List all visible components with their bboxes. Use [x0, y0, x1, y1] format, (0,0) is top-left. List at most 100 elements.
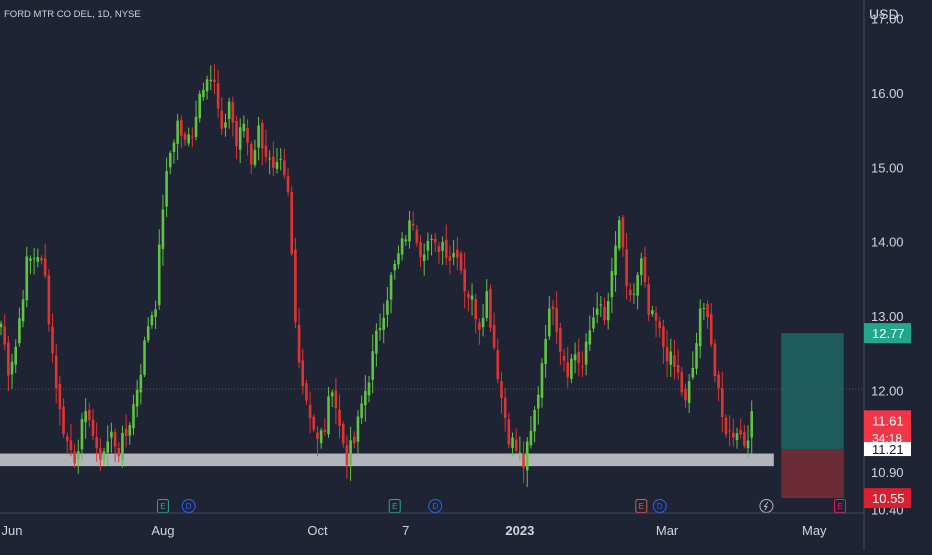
candle [474, 293, 478, 334]
candle [102, 447, 106, 465]
candle [316, 425, 319, 456]
candle [599, 296, 603, 318]
candle [680, 366, 684, 397]
candle [334, 378, 338, 425]
candle [621, 214, 625, 257]
candle [279, 148, 282, 171]
candle [51, 313, 54, 363]
candle [187, 127, 190, 147]
candle [706, 300, 709, 329]
earnings-event-icon[interactable]: E [834, 499, 847, 513]
candle [485, 278, 489, 322]
candle [540, 358, 544, 408]
candle [419, 235, 422, 267]
split-event-icon[interactable] [759, 499, 774, 513]
position-target-zone[interactable] [781, 333, 844, 450]
candle [257, 116, 260, 161]
candle [433, 232, 437, 252]
candle [73, 444, 76, 469]
y-tick-label: 10.90 [871, 465, 904, 480]
candle [183, 131, 187, 146]
candle [441, 236, 444, 265]
candle [161, 194, 165, 267]
candle [614, 231, 617, 292]
candle [124, 414, 128, 448]
candle [389, 271, 393, 314]
candle [478, 318, 481, 345]
candle [525, 437, 529, 488]
bar-countdown: 34:18 [872, 431, 902, 445]
svg-text:E: E [392, 502, 397, 511]
last-price-badge: 11.61 34:18 [864, 410, 911, 448]
candle [640, 252, 643, 286]
candle [202, 82, 205, 101]
candle [662, 319, 665, 364]
candle [168, 150, 172, 175]
candle [216, 70, 220, 118]
candle [393, 259, 397, 280]
candle [319, 427, 323, 449]
candle [76, 439, 80, 474]
candle [312, 414, 316, 433]
candle [301, 348, 305, 395]
candle [492, 312, 496, 350]
candle [456, 236, 459, 271]
candle [452, 240, 455, 266]
candle [88, 402, 91, 428]
candle [603, 297, 606, 326]
candle [205, 75, 209, 100]
candle [242, 115, 246, 138]
candle [32, 247, 36, 275]
x-tick-label: Mar [656, 523, 679, 538]
earnings-event-icon[interactable]: E [635, 499, 648, 513]
candle [275, 147, 279, 174]
svg-text:11.21: 11.21 [872, 442, 904, 457]
candle [658, 316, 662, 338]
x-tick-label: 2023 [505, 523, 534, 538]
candle [25, 246, 29, 308]
candle [673, 340, 676, 380]
candle [555, 291, 558, 345]
dividend-event-icon[interactable]: D [652, 499, 667, 513]
candle [404, 234, 408, 246]
candle [47, 269, 51, 332]
target-price-badge: 12.77 [864, 323, 911, 344]
candle [172, 139, 176, 164]
candle [691, 351, 695, 380]
candle [360, 395, 363, 424]
candle [533, 405, 536, 443]
y-tick-label: 12.00 [871, 383, 904, 398]
candle [180, 115, 183, 149]
candle [80, 412, 84, 461]
dividend-event-icon[interactable]: D [428, 499, 443, 513]
earnings-event-icon[interactable]: E [156, 499, 169, 513]
candle [286, 167, 290, 196]
candle [54, 344, 58, 404]
svg-text:D: D [186, 502, 192, 511]
last-price-value: 11.61 [872, 413, 904, 428]
position-stop-zone[interactable] [781, 449, 844, 499]
candle [743, 424, 746, 449]
earnings-event-icon[interactable]: E [388, 499, 401, 513]
candle [430, 234, 433, 256]
svg-text:12.77: 12.77 [872, 326, 905, 341]
candle [238, 118, 242, 164]
support-price-badge: 11.21 [864, 442, 911, 457]
candle [422, 243, 426, 276]
candle [588, 315, 592, 351]
candle [702, 302, 706, 321]
candle [18, 307, 21, 347]
candle [577, 338, 581, 376]
support-zone [0, 453, 774, 467]
candle [444, 224, 448, 266]
candle [69, 423, 73, 457]
candle [198, 90, 202, 123]
candle [470, 283, 474, 316]
candle [235, 115, 238, 160]
candle [408, 210, 411, 249]
y-tick-label: 15.00 [871, 160, 904, 175]
candle [260, 119, 264, 165]
dividend-event-icon[interactable]: D [181, 499, 196, 513]
